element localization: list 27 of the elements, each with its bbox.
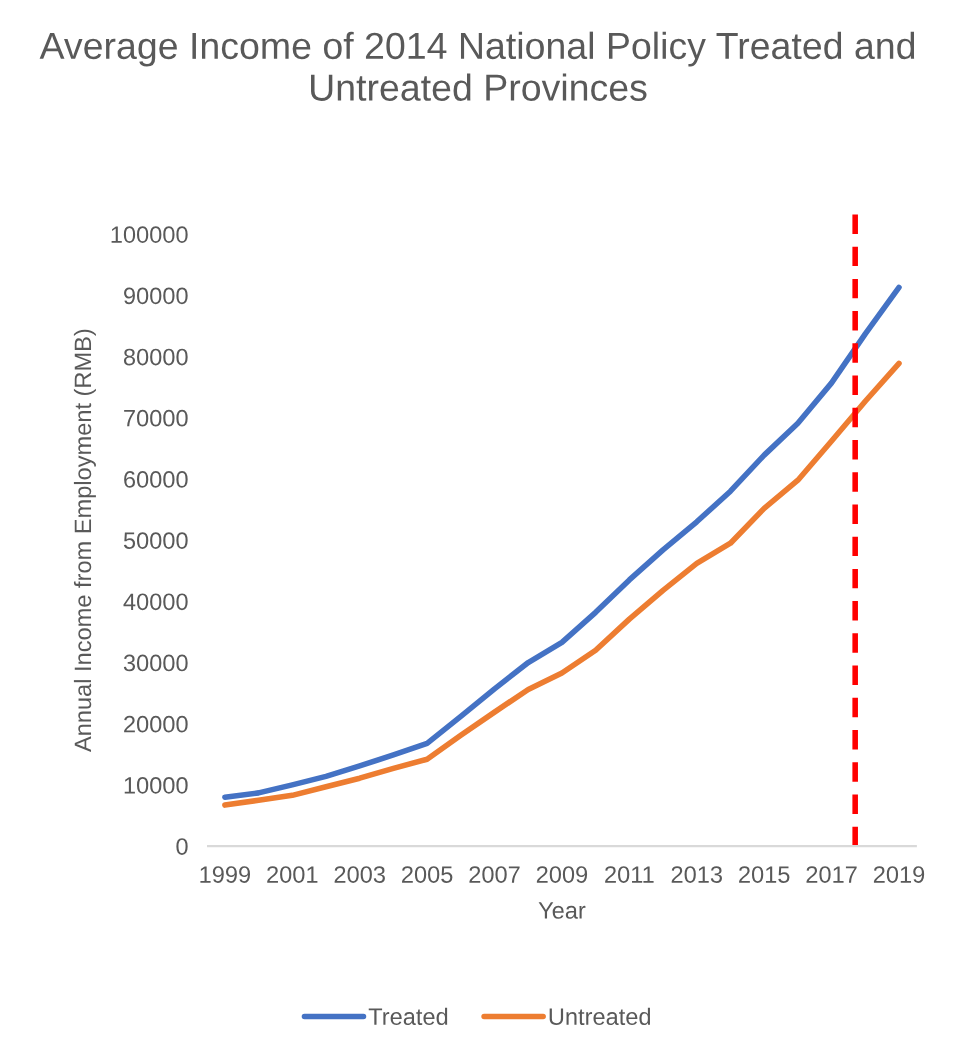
chart-title: Average Income of 2014 National Policy Treated and Untreated Provinces [39, 31, 915, 101]
y-tick-label: 40000 [123, 593, 188, 611]
y-tick-label: 80000 [123, 348, 188, 366]
y-tick-label: 30000 [123, 654, 188, 672]
x-tick-label: 2005 [402, 866, 453, 883]
y-tick-label: 0 [176, 838, 188, 855]
x-tick-label: 2017 [806, 866, 857, 883]
y-tick-label: 10000 [124, 776, 188, 794]
y-axis-title: Annual Income from Employment (RMB) [73, 329, 96, 753]
x-tick-label: 2019 [873, 866, 925, 883]
x-tick-label: 2009 [536, 866, 588, 883]
y-tick-label: 90000 [124, 287, 188, 305]
x-tick-label: 2015 [739, 866, 790, 883]
y-tick-label: 50000 [123, 532, 188, 549]
x-tick-label: 2011 [605, 866, 654, 883]
x-tick-label: 2013 [671, 866, 722, 883]
x-axis-title: Year [538, 902, 586, 919]
y-tick-label: 100000 [111, 226, 188, 243]
x-tick-label: 2003 [334, 866, 385, 883]
y-tick-label: 60000 [124, 471, 188, 488]
x-tick-label: 2007 [469, 866, 520, 883]
legend-label: Treated [368, 1007, 448, 1026]
x-tick-label: 2001 [267, 866, 318, 883]
x-tick-label: 1999 [200, 866, 251, 883]
y-tick-label: 70000 [124, 409, 188, 427]
legend-label: Untreated [549, 1007, 651, 1026]
y-tick-label: 20000 [124, 715, 188, 733]
